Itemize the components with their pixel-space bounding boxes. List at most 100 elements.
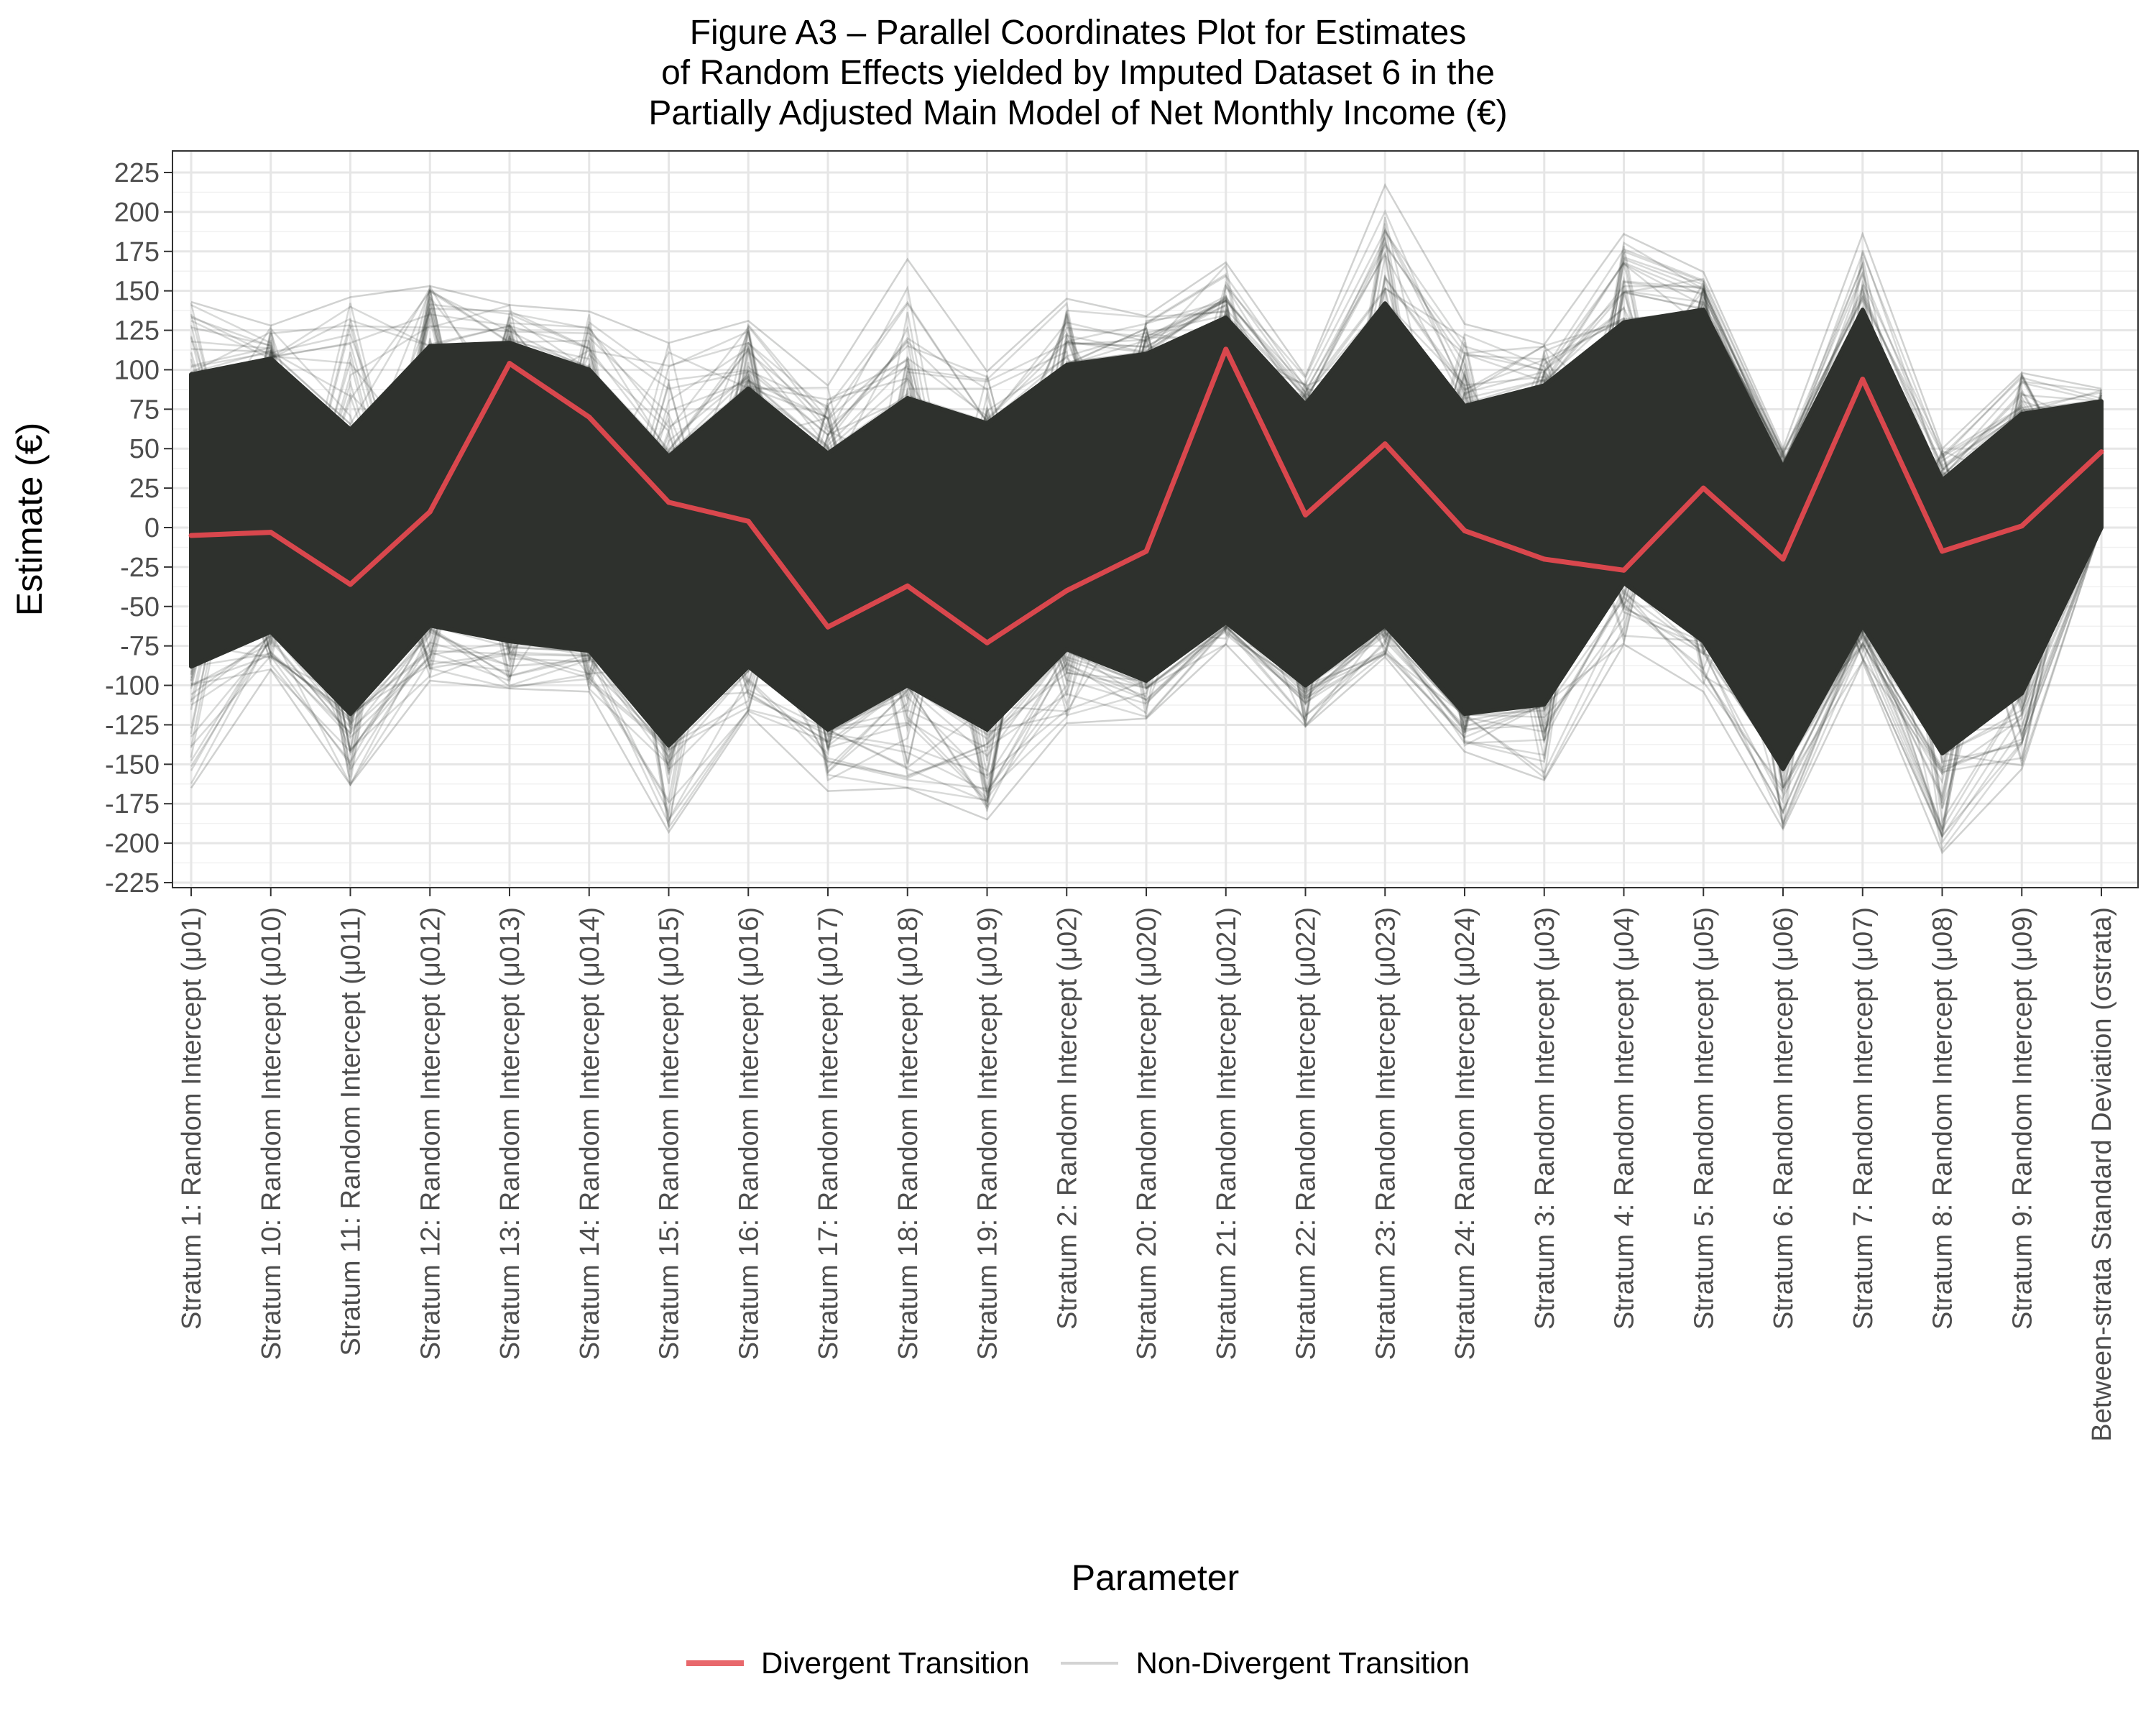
- divergent-point: [586, 414, 592, 420]
- y-tick-label: 200: [114, 198, 160, 228]
- legend-label-divergent: Divergent Transition: [760, 1646, 1030, 1680]
- divergent-point: [1621, 567, 1626, 573]
- legend: Divergent Transition Non-Divergent Trans…: [0, 1646, 2156, 1680]
- x-tick-label: Stratum 12: Random Intercept (μ012): [415, 907, 446, 1360]
- non-divergent-line: [190, 249, 2103, 780]
- non-divergent-extreme-line: [190, 524, 2103, 855]
- y-tick-label: 125: [114, 316, 160, 346]
- y-tick-label: 0: [144, 513, 160, 543]
- y-tick-label: 225: [114, 158, 160, 188]
- legend-label-nondivergent: Non-Divergent Transition: [1135, 1646, 1470, 1680]
- divergent-point: [825, 624, 831, 630]
- non-divergent-line: [190, 288, 2103, 800]
- non-divergent-line: [190, 296, 2103, 832]
- divergent-point: [2019, 523, 2024, 529]
- x-tick-label: Stratum 17: Random Intercept (μ017): [814, 907, 844, 1360]
- x-tick-label: Between-strata Standard Deviation (σstra…: [2087, 907, 2117, 1442]
- y-tick-label: -75: [120, 632, 160, 662]
- y-tick-label: 175: [114, 237, 160, 267]
- x-tick-label: Stratum 18: Random Intercept (μ018): [893, 907, 923, 1360]
- divergent-point: [666, 500, 671, 505]
- x-tick-label: Stratum 10: Random Intercept (μ010): [257, 907, 287, 1360]
- divergent-point: [1143, 548, 1149, 554]
- x-tick-label: Stratum 16: Random Intercept (μ016): [734, 907, 764, 1360]
- non-divergent-line: [190, 223, 2102, 839]
- chart-title-line-3: Partially Adjusted Main Model of Net Mon…: [648, 94, 1508, 132]
- non-divergent-line: [190, 241, 2103, 845]
- x-tick-label: Stratum 21: Random Intercept (μ021): [1212, 907, 1242, 1360]
- divergent-point: [1700, 485, 1706, 491]
- x-tick-label: Stratum 23: Random Intercept (μ023): [1370, 907, 1401, 1360]
- divergent-point: [1860, 377, 1866, 382]
- non-divergent-band: [189, 301, 2104, 771]
- y-tick-label: -50: [120, 592, 160, 622]
- non-divergent-line: [190, 272, 2103, 835]
- divergent-point: [1940, 548, 1945, 554]
- y-tick-label: -125: [105, 710, 160, 740]
- non-divergent-line: [190, 209, 2103, 829]
- legend-item-nondivergent: Non-Divergent Transition: [1061, 1646, 1470, 1680]
- y-tick-label: -25: [120, 553, 160, 583]
- divergent-point: [348, 581, 353, 587]
- y-tick-label: -225: [105, 868, 160, 898]
- y-tick-label: -200: [105, 829, 160, 859]
- divergent-point: [427, 509, 433, 515]
- divergent-point: [268, 530, 274, 535]
- y-axis-ticks: 225 200 175 150 125 100 75 50 25 0 -25 -50 -75 -100 -1…: [105, 158, 172, 898]
- divergent-point: [188, 533, 194, 538]
- non-divergent-extreme-line: [190, 183, 2102, 451]
- y-tick-label: 50: [129, 434, 160, 464]
- x-tick-label: Stratum 19: Random Intercept (μ019): [973, 907, 1003, 1360]
- divergent-point: [985, 640, 990, 645]
- y-tick-label: 150: [114, 277, 160, 307]
- y-tick-label: -100: [105, 671, 160, 702]
- x-axis-title: Parameter: [1072, 1558, 1239, 1598]
- non-divergent-line: [190, 327, 2103, 807]
- y-tick-label: 25: [129, 474, 160, 504]
- legend-key-divergent: [686, 1660, 744, 1666]
- x-tick-label: Stratum 24: Random Intercept (μ024): [1450, 907, 1480, 1360]
- x-tick-label: Stratum 4: Random Intercept (μ04): [1610, 907, 1640, 1330]
- x-axis-ticks: Stratum 1: Random Intercept (μ01) Stratum…: [177, 888, 2117, 1442]
- x-tick-label: Stratum 6: Random Intercept (μ06): [1769, 907, 1799, 1330]
- divergent-point: [1462, 528, 1468, 533]
- x-tick-label: Stratum 8: Random Intercept (μ08): [1928, 907, 1958, 1330]
- divergent-point: [745, 518, 751, 524]
- x-tick-label: Stratum 5: Random Intercept (μ05): [1689, 907, 1719, 1330]
- divergent-point: [905, 583, 911, 589]
- x-tick-label: Stratum 7: Random Intercept (μ07): [1848, 907, 1879, 1330]
- divergent-point: [1064, 588, 1069, 594]
- legend-item-divergent: Divergent Transition: [686, 1646, 1030, 1680]
- x-tick-label: Stratum 3: Random Intercept (μ03): [1530, 907, 1560, 1330]
- legend-key-nondivergent: [1061, 1662, 1119, 1665]
- y-tick-label: -175: [105, 789, 160, 819]
- non-divergent-line: [190, 280, 2103, 782]
- x-tick-label: Stratum 9: Random Intercept (μ09): [2007, 907, 2037, 1330]
- chart-title-line-1: Figure A3 – Parallel Coordinates Plot fo…: [689, 14, 1467, 52]
- x-tick-label: Stratum 20: Random Intercept (μ020): [1132, 907, 1162, 1360]
- x-tick-label: Stratum 22: Random Intercept (μ022): [1291, 907, 1322, 1360]
- divergent-point: [1780, 556, 1786, 562]
- y-tick-label: 100: [114, 355, 160, 385]
- y-tick-label: 75: [129, 395, 160, 425]
- divergent-point: [1303, 512, 1308, 518]
- x-tick-label: Stratum 14: Random Intercept (μ014): [575, 907, 605, 1360]
- non-divergent-line: [190, 295, 2103, 794]
- divergent-line-group: [188, 346, 2104, 645]
- divergent-point: [1223, 346, 1229, 352]
- non-divergent-band-area: [189, 301, 2104, 771]
- panel-border: [172, 150, 2139, 888]
- non-divergent-line: [190, 305, 2102, 827]
- non-divergent-line: [190, 250, 2103, 776]
- non-divergent-line: [190, 300, 2103, 773]
- chart-title-line-2: of Random Effects yielded by Imputed Dat…: [661, 54, 1495, 92]
- x-tick-label: Stratum 11: Random Intercept (μ011): [336, 907, 367, 1356]
- divergent-point: [2099, 449, 2104, 455]
- divergent-point: [507, 361, 512, 367]
- x-tick-label: Stratum 15: Random Intercept (μ015): [655, 907, 685, 1360]
- divergent-point: [1542, 556, 1547, 562]
- non-divergent-line: [190, 290, 2102, 834]
- divergent-point: [1382, 441, 1388, 447]
- x-tick-label: Stratum 13: Random Intercept (μ013): [495, 907, 525, 1360]
